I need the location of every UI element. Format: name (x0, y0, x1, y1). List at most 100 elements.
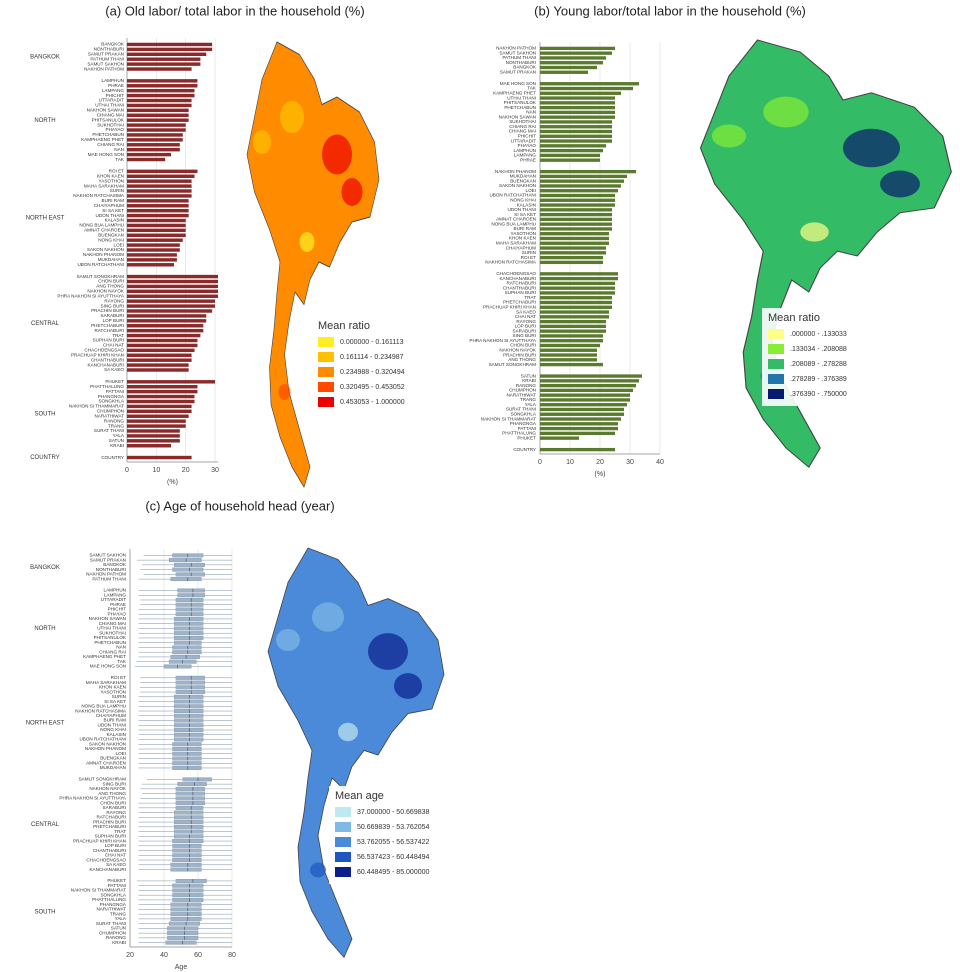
category-label: NAKHON SAWAN (89, 616, 126, 621)
legend-swatch (335, 822, 351, 832)
box (175, 612, 204, 617)
bar (127, 409, 192, 414)
category-label: SATUN (109, 438, 124, 443)
category-label: CHIANG RAI (509, 124, 536, 129)
map (266, 546, 446, 959)
bar (127, 304, 216, 308)
category-label: RANONG (106, 935, 127, 940)
category-label: NAKHON SAWAN (499, 114, 536, 119)
box (175, 572, 205, 577)
chart-title: (c) Age of household head (year) (145, 498, 334, 513)
map-region (299, 232, 315, 252)
legend-label: .000000 - .133033 (790, 331, 847, 338)
category-label: NAN (526, 110, 536, 115)
legend-label: 53.762055 - 56.537422 (357, 839, 430, 846)
bar (127, 353, 192, 357)
bar (127, 399, 195, 404)
category-label: TRANG (520, 397, 537, 402)
bar (127, 147, 180, 152)
category-label: NONG KHAI (98, 237, 124, 242)
bar (540, 358, 597, 362)
panel: (c) Age of household head (year) 20 40 60 80… (26, 498, 446, 971)
bar (127, 133, 183, 137)
legend-label: 0.453053 - 1.000000 (340, 399, 405, 406)
bar (127, 434, 180, 438)
category-label: SUKHOTHAI (99, 630, 126, 635)
category-label: SUPHAN BURI (505, 290, 536, 295)
bar (540, 339, 603, 343)
category-label: SAMUT SONGKHRAM (77, 274, 125, 279)
group-label: CENTRAL (31, 822, 60, 828)
bar (540, 203, 615, 207)
category-label: SING BURI (103, 781, 126, 786)
map-shape (266, 546, 446, 959)
category-label: YASOTHON (511, 231, 536, 236)
bar (127, 358, 192, 362)
chart-title: (a) Old labor/ total labor in the househ… (105, 3, 364, 18)
x-tick-label: 40 (656, 459, 664, 466)
category-label: RAYONG (104, 298, 124, 303)
bar (540, 125, 612, 129)
category-label: YALA (525, 402, 537, 407)
category-label: TRANG (110, 911, 127, 916)
box (172, 848, 202, 853)
bar (127, 238, 183, 242)
box (172, 747, 202, 751)
category-label: UTHAI THANI (95, 103, 124, 108)
category-label: NONG KHAI (510, 197, 536, 202)
category-label: PATHUM THANI (92, 576, 126, 581)
bar (540, 56, 606, 60)
category-label: SAMUT SONGKHRAM (489, 362, 537, 367)
legend-swatch (335, 837, 351, 847)
category-label: MUKDAHAN (98, 257, 124, 262)
box (175, 607, 204, 612)
box (172, 650, 202, 655)
category-label: PHUKET (517, 435, 536, 440)
map-region (280, 101, 304, 133)
box (175, 675, 205, 680)
legend-swatch (335, 807, 351, 817)
bar (127, 98, 192, 103)
category-label: CHIANG MAI (99, 621, 126, 626)
map-region (341, 178, 363, 206)
bar (540, 236, 609, 241)
category-label: MUKDAHAN (510, 174, 536, 179)
bar (127, 424, 186, 428)
category-label: SUPHAN BURI (95, 834, 126, 839)
bar (127, 429, 180, 433)
category-label: PATTANI (108, 883, 126, 888)
legend-swatch (318, 367, 334, 377)
category-label: NAKHON PHANOM (85, 746, 126, 751)
category-label: TRAT (524, 295, 536, 300)
bar (127, 309, 213, 313)
box (175, 680, 205, 685)
bar (127, 328, 204, 333)
bar (127, 385, 198, 389)
bar (540, 189, 618, 193)
group-label: CENTRAL (31, 321, 60, 327)
category-label: KHON KAEN (99, 685, 126, 690)
category-label: CHUMPHON (99, 930, 126, 935)
bar (127, 343, 198, 348)
map-region (880, 170, 920, 198)
box (172, 897, 204, 902)
category-label: SA KAEO (104, 367, 124, 372)
box (172, 843, 202, 848)
bar (540, 46, 615, 51)
category-label: KAMPHAENG PHET (81, 137, 124, 142)
map-region (711, 124, 747, 148)
box (175, 690, 205, 695)
box (174, 718, 204, 723)
map-region (763, 96, 809, 128)
x-tick-label: 30 (626, 459, 634, 466)
category-label: CHACHOENGSAO (496, 271, 536, 276)
category-label: PHAYAO (108, 611, 127, 616)
box (175, 796, 205, 801)
bar (127, 184, 192, 188)
category-label: SONGKHLA (98, 399, 124, 404)
bar (127, 218, 186, 223)
category-label: CHAI NAT (105, 853, 126, 858)
box (174, 709, 204, 713)
box (172, 766, 202, 770)
category-label: PATHUM THANI (90, 56, 124, 61)
